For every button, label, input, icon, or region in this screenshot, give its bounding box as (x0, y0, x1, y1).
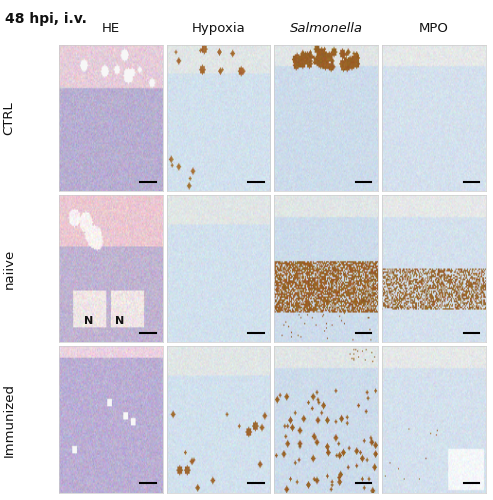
Text: 48 hpi, i.v.: 48 hpi, i.v. (5, 12, 87, 26)
Text: MPO: MPO (419, 22, 449, 35)
Text: Hypoxia: Hypoxia (192, 22, 246, 35)
Text: Salmonella: Salmonella (290, 22, 363, 35)
Text: N: N (84, 316, 93, 326)
Text: HE: HE (102, 22, 120, 35)
Text: CTRL: CTRL (2, 101, 15, 135)
Text: naiive: naiive (2, 248, 15, 289)
Text: Immunized: Immunized (2, 382, 15, 456)
Text: N: N (115, 316, 124, 326)
